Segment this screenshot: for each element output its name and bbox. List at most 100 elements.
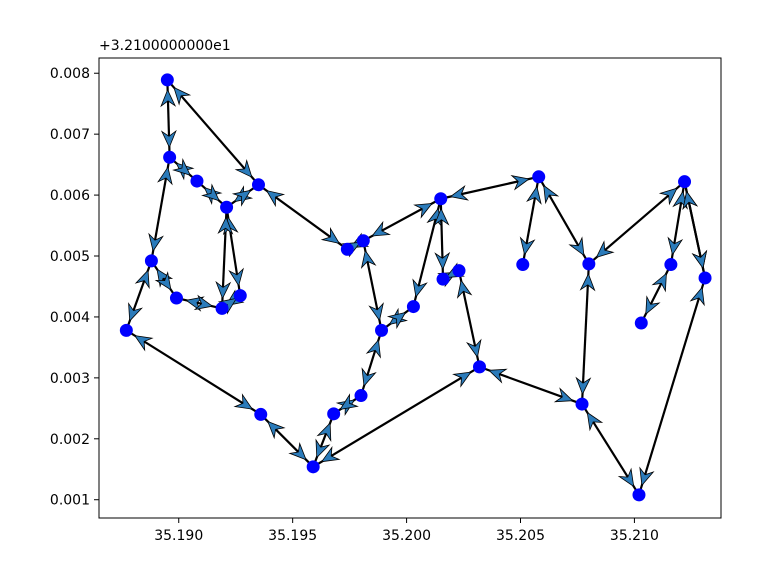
data-point	[163, 150, 177, 164]
arrow-head	[193, 294, 214, 311]
data-point	[664, 258, 678, 272]
data-point	[575, 397, 589, 411]
arrow-head	[157, 166, 173, 186]
arrow-head	[320, 445, 341, 463]
y-tick-label: 0.004	[50, 310, 90, 326]
plot-frame	[98, 57, 722, 519]
segment-line	[312, 365, 481, 468]
arrow-head	[691, 249, 708, 270]
segment-line	[580, 263, 590, 405]
data-point	[406, 300, 420, 314]
segment-line	[176, 296, 223, 310]
arrow-head	[201, 183, 220, 202]
arrow-head	[553, 387, 574, 403]
arrow-head	[449, 185, 470, 201]
arrow-head	[434, 251, 451, 271]
arrow-head	[456, 279, 473, 299]
x-tick-label: 35.190	[154, 528, 203, 544]
x-tick-label: 35.200	[382, 528, 431, 544]
data-point	[254, 407, 268, 421]
arrow-head	[371, 220, 391, 237]
arrow-head	[433, 207, 450, 227]
x-tick-label: 35.210	[610, 528, 659, 544]
arrow-head	[466, 338, 482, 359]
arrow-head	[526, 185, 542, 205]
data-point	[327, 407, 341, 421]
data-point	[190, 174, 204, 188]
arrow-head	[510, 175, 530, 191]
arrow-head	[215, 280, 232, 300]
arrow-head	[233, 393, 254, 410]
data-point	[436, 272, 450, 286]
data-point	[632, 488, 646, 502]
arrow-head	[228, 267, 244, 287]
data-point	[340, 242, 354, 256]
arrow-head	[586, 411, 604, 432]
data-point	[144, 254, 158, 268]
data-point	[472, 360, 486, 374]
y-tick-label: 0.001	[50, 493, 90, 509]
arrow-head	[645, 295, 661, 315]
data-point	[532, 170, 546, 184]
arrow-head	[365, 338, 381, 359]
x-tick-label: 35.205	[496, 528, 545, 544]
arrow-head	[160, 129, 177, 149]
y-tick-label: 0.005	[50, 249, 90, 265]
arrow-head	[568, 236, 585, 257]
data-point	[160, 73, 174, 87]
data-point	[375, 323, 389, 337]
segment-line	[125, 329, 262, 416]
data-point	[434, 192, 448, 206]
arrow-head	[689, 286, 705, 307]
arrow-head	[320, 226, 341, 244]
arrow-head	[185, 296, 205, 312]
arrow-head	[368, 302, 384, 322]
arrow-head	[412, 278, 428, 298]
arrow-head	[682, 190, 698, 210]
y-tick-label: 0.003	[50, 371, 90, 387]
arrow-head	[339, 393, 359, 410]
data-point	[698, 271, 712, 285]
arrow-head	[452, 371, 472, 388]
x-axis-ticks: 35.190 35.195 35.200 35.205 35.210	[154, 518, 659, 544]
arrow-head	[658, 187, 678, 206]
arrow-head	[617, 467, 635, 488]
data-point	[452, 264, 466, 278]
y-tick-label: 0.008	[50, 66, 90, 82]
arrow-head	[651, 272, 667, 293]
data-point	[220, 200, 234, 214]
data-point	[678, 175, 692, 189]
arrow-head	[231, 189, 252, 207]
arrow-head	[172, 158, 192, 176]
data-point	[356, 234, 370, 248]
data-point	[169, 291, 183, 305]
segment-line	[150, 260, 178, 299]
data-point	[233, 289, 247, 303]
arrow-head	[487, 368, 508, 384]
arrow-head	[128, 302, 143, 322]
data-point	[306, 460, 320, 474]
y-axis-ticks: 0.001 0.002 0.003 0.004 0.005 0.006 0.007 0.008	[50, 66, 99, 509]
arrow-head	[519, 236, 536, 256]
arrow-head	[267, 420, 286, 440]
arrow-head	[288, 442, 307, 461]
arrow-head	[360, 249, 377, 270]
y-tick-label: 0.006	[50, 188, 90, 204]
arrow-head	[413, 203, 433, 219]
plot-area	[99, 58, 721, 518]
arrow-head	[595, 240, 615, 259]
arrow-head	[154, 271, 172, 291]
arrow-head	[543, 184, 560, 205]
segment-line	[166, 79, 260, 186]
arrow-markers	[128, 86, 708, 488]
arrow-head	[575, 376, 592, 396]
y-tick-label: 0.002	[50, 432, 90, 448]
arrow-head	[316, 422, 332, 443]
arrow-head	[315, 438, 331, 459]
arrow-head	[361, 367, 377, 387]
arrow-head	[234, 158, 253, 178]
x-tick-label: 35.195	[268, 528, 317, 544]
arrow-head	[639, 466, 655, 487]
data-point	[251, 178, 265, 192]
